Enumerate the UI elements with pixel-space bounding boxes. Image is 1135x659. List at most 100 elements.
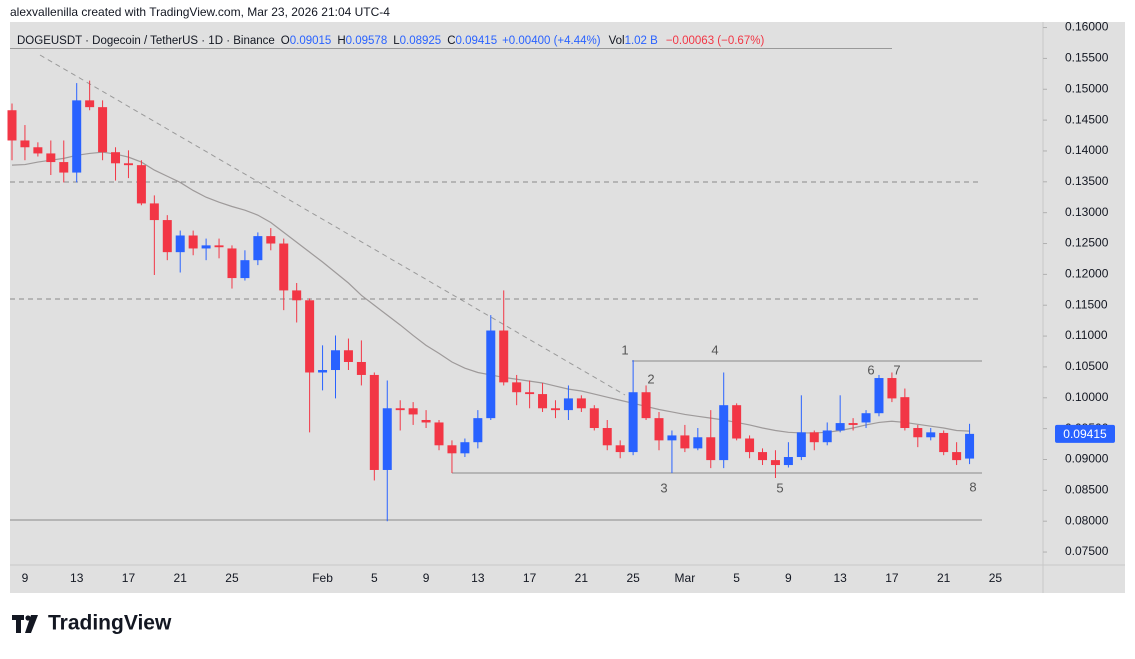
candle-body bbox=[770, 460, 780, 466]
y-tick-label: 0.13500 bbox=[1065, 174, 1109, 188]
candle-body bbox=[615, 445, 625, 453]
candle-body bbox=[835, 423, 845, 431]
candle-body bbox=[680, 435, 690, 449]
candle-body bbox=[253, 236, 263, 261]
y-tick-label: 0.10000 bbox=[1065, 390, 1109, 404]
x-tick-label: 9 bbox=[22, 571, 29, 585]
candle-body bbox=[576, 398, 586, 409]
candle-body bbox=[745, 438, 755, 453]
candle-body bbox=[123, 163, 133, 166]
y-tick-label: 0.15500 bbox=[1065, 51, 1109, 65]
candle-body bbox=[318, 370, 328, 373]
candle-body bbox=[822, 430, 832, 443]
x-tick-label: 25 bbox=[225, 571, 239, 585]
candle-body bbox=[758, 452, 768, 461]
candle-body bbox=[602, 428, 612, 446]
candle-body bbox=[563, 398, 573, 411]
candle-body bbox=[952, 452, 962, 461]
candle-body bbox=[85, 100, 95, 108]
wave-label: 1 bbox=[621, 342, 628, 357]
x-tick-label: 13 bbox=[471, 571, 485, 585]
candle-body bbox=[149, 203, 159, 221]
candle-body bbox=[706, 437, 716, 461]
legend: DOGEUSDT · Dogecoin / TetherUS · 1D · Bi… bbox=[17, 35, 764, 47]
wave-label: 2 bbox=[647, 371, 654, 386]
candle-body bbox=[887, 378, 897, 399]
candle-body bbox=[279, 243, 289, 291]
x-tick-label: 21 bbox=[575, 571, 589, 585]
trend-line bbox=[39, 54, 626, 396]
candle-body bbox=[162, 220, 172, 253]
candle-body bbox=[641, 392, 651, 419]
candle-body bbox=[72, 100, 82, 173]
y-tick-label: 0.12000 bbox=[1065, 267, 1109, 281]
volume-value: 1.02 B bbox=[625, 35, 659, 47]
candle-body bbox=[356, 361, 366, 375]
x-tick-label: 25 bbox=[626, 571, 640, 585]
candle-body bbox=[499, 330, 509, 383]
x-tick-label: 21 bbox=[174, 571, 188, 585]
candle-body bbox=[900, 397, 910, 429]
candle-body bbox=[874, 378, 884, 414]
candle-body bbox=[292, 290, 302, 301]
x-tick-label: 25 bbox=[989, 571, 1003, 585]
candle-body bbox=[33, 147, 43, 154]
y-tick-label: 0.13000 bbox=[1065, 205, 1109, 219]
candle-body bbox=[7, 110, 17, 141]
wave-label: 3 bbox=[660, 480, 667, 495]
y-tick-label: 0.09000 bbox=[1065, 452, 1109, 466]
x-tick-label: 5 bbox=[371, 571, 378, 585]
high-key: H bbox=[337, 35, 345, 47]
candle-body bbox=[654, 418, 664, 441]
volume-change: −0.00063 (−0.67%) bbox=[666, 35, 765, 47]
brand: TradingView bbox=[48, 612, 172, 635]
candle-body bbox=[550, 408, 560, 411]
wave-label: 4 bbox=[711, 342, 718, 357]
candle-body bbox=[240, 260, 250, 279]
y-tick-label: 0.14000 bbox=[1065, 143, 1109, 157]
candle-body bbox=[460, 442, 470, 454]
candle-body bbox=[926, 432, 936, 438]
x-tick-label: 17 bbox=[885, 571, 899, 585]
candle-body bbox=[227, 248, 237, 279]
candle-body bbox=[628, 392, 638, 453]
candle-body bbox=[343, 350, 353, 362]
close-key: C bbox=[447, 35, 455, 47]
x-tick-label: 17 bbox=[523, 571, 537, 585]
y-tick-label: 0.11500 bbox=[1065, 297, 1108, 311]
candle-body bbox=[913, 428, 923, 438]
y-tick-label: 0.08000 bbox=[1065, 513, 1109, 527]
candle-body bbox=[46, 153, 56, 163]
candle-body bbox=[693, 437, 703, 449]
high-value: 0.09578 bbox=[346, 35, 388, 47]
x-tick-label: 13 bbox=[70, 571, 84, 585]
x-tick-label: 9 bbox=[785, 571, 792, 585]
candle-body bbox=[512, 382, 522, 393]
candle-body bbox=[732, 405, 742, 439]
last-price-label: 0.09415 bbox=[1063, 427, 1107, 441]
candle-body bbox=[382, 408, 392, 470]
candle-body bbox=[331, 350, 340, 371]
wave-label: 6 bbox=[867, 362, 874, 377]
candle-body bbox=[421, 419, 431, 423]
low-key: L bbox=[393, 35, 400, 47]
last-price-tag bbox=[1055, 424, 1115, 443]
candle-body bbox=[395, 408, 405, 411]
chart-background bbox=[10, 22, 1125, 593]
x-tick-label: 5 bbox=[733, 571, 740, 585]
volume-key: Vol bbox=[609, 35, 625, 47]
candle-body bbox=[848, 423, 858, 425]
candle-body bbox=[796, 432, 806, 458]
candle-body bbox=[369, 374, 379, 470]
candle-body bbox=[486, 330, 496, 419]
y-tick-label: 0.14500 bbox=[1065, 112, 1109, 126]
candle-body bbox=[214, 245, 224, 248]
wave-label: 5 bbox=[776, 480, 783, 495]
open-key: O bbox=[281, 35, 290, 47]
candle-body bbox=[111, 152, 121, 164]
candle-body bbox=[589, 408, 599, 429]
symbol: DOGEUSDT · Dogecoin / TetherUS · 1D · Bi… bbox=[17, 35, 275, 47]
candle-body bbox=[538, 394, 548, 409]
candle-body bbox=[939, 432, 949, 453]
candle-body bbox=[305, 300, 315, 373]
